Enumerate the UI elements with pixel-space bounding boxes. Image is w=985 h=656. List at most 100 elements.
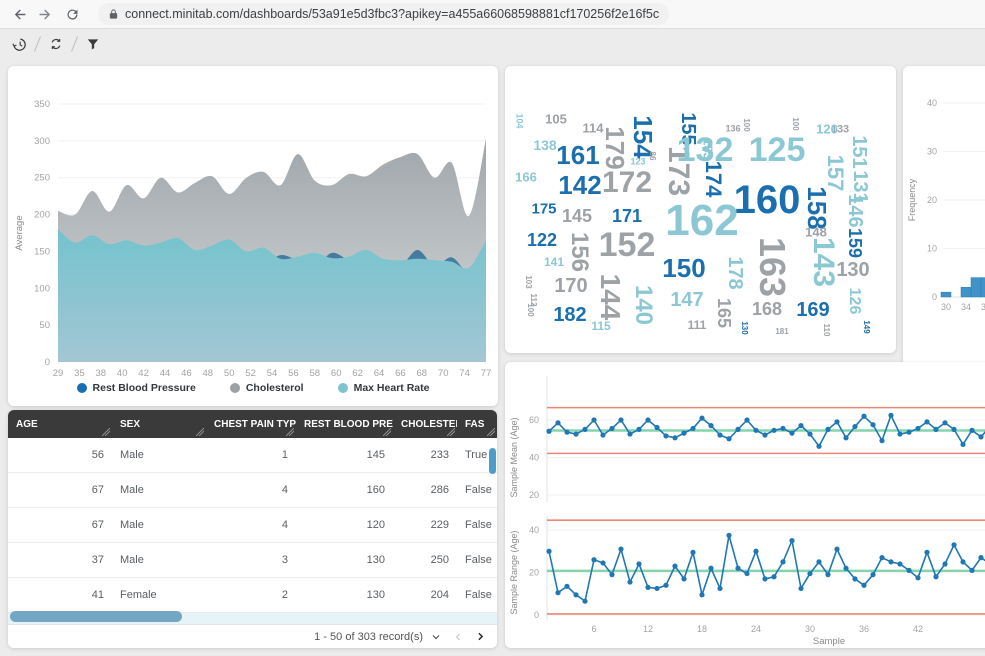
table-cell: Female [120,589,157,601]
svg-text:38: 38 [96,368,107,379]
filter-button[interactable] [82,33,104,55]
table-cell: 1 [281,449,288,461]
cloud-word: 159 [845,227,865,259]
svg-text:20: 20 [529,568,539,578]
table-cell: 250 [430,554,449,566]
cloud-word: 132 [676,131,734,169]
cloud-word: 125 [748,131,806,169]
cloud-word: 152 [598,226,656,264]
table-row[interactable]: 67 Male 4 160 286 False [8,473,497,508]
cloud-word: 169 [796,299,830,321]
cloud-word: 144 [595,273,626,321]
svg-text:Frequency: Frequency [907,178,917,221]
column-header-age[interactable]: AGE [8,410,112,438]
cloud-word: 105 [545,111,567,127]
column-header-fas[interactable]: FAS [457,410,497,438]
back-arrow-icon [14,9,25,19]
table-cell: 37 [91,554,104,566]
cloud-word: 168 [751,299,783,319]
histogram-card: 0 10 20 30 40 Frequency 30 34 38 [903,66,985,380]
legend-label: Max Heart Rate [353,382,430,394]
column-header-chest-pain-type[interactable]: CHEST PAIN TYPE [206,410,296,438]
column-resize-handle[interactable] [447,428,455,436]
svg-text:40: 40 [529,525,539,535]
legend-label: Cholesterol [245,382,304,394]
svg-text:Sample Mean (Age): Sample Mean (Age) [509,417,519,497]
cloud-word: 163 [752,236,793,298]
table-cell: False [465,589,492,601]
table-cell: 67 [91,519,104,531]
column-resize-handle[interactable] [102,428,110,436]
svg-text:60: 60 [529,415,539,425]
table-row[interactable]: 67 Male 4 120 229 False [8,508,497,543]
column-resize-handle[interactable] [487,428,495,436]
column-header-cholesterol[interactable]: CHOLESTEROL [393,410,457,438]
horizontal-scrollbar-thumb[interactable] [10,611,182,622]
column-resize-handle[interactable] [286,428,294,436]
svg-text:30: 30 [927,147,937,157]
svg-text:74: 74 [459,368,470,379]
svg-text:54: 54 [267,368,278,379]
browser-reload-button[interactable] [60,2,84,26]
table-cell: 130 [366,554,385,566]
svg-text:64: 64 [374,368,385,379]
cloud-word: 100 [791,117,800,131]
column-resize-handle[interactable] [196,428,204,436]
cloud-word: 86 [648,151,657,161]
svg-text:77: 77 [481,368,492,379]
cloud-word: 114 [582,120,604,136]
legend-item-cholesterol[interactable]: Cholesterol [229,382,304,394]
legend-item-rest-blood-pressure[interactable]: Rest Blood Pressure [76,382,196,394]
next-page-button[interactable] [471,628,489,646]
svg-text:35: 35 [74,368,85,379]
sync-button[interactable] [45,33,67,55]
prev-page-button[interactable] [449,628,467,646]
svg-text:29: 29 [53,368,64,379]
svg-text:150: 150 [34,246,50,257]
history-icon [11,37,26,51]
cloud-word: 143 [807,236,840,288]
table-cell: 145 [366,449,385,461]
table-row[interactable]: 37 Male 3 130 250 False [8,543,497,578]
cloud-word: 181 [775,327,789,336]
pagination-bar: 1 - 50 of 303 record(s) [8,624,497,648]
table-row[interactable]: 56 Male 1 145 233 True [8,438,497,473]
dashboard-toolbar [0,29,985,59]
column-resize-handle[interactable] [383,428,391,436]
column-header-rest-blood-press[interactable]: REST BLOOD PRESS... [296,410,393,438]
browser-back-button[interactable] [8,2,32,26]
cloud-word: 165 [714,297,734,329]
filter-icon [87,39,99,50]
table-cell: 204 [430,589,449,601]
svg-text:Average: Average [14,215,25,250]
cloud-word: 146 [844,194,866,228]
area-chart-card: 0 50 100 150 200 250 300 350 Average 29 35 38 40 42 44… [8,66,498,406]
table-row[interactable]: 41 Female 2 130 204 False [8,578,497,613]
history-button[interactable] [8,33,30,55]
svg-text:6: 6 [591,624,596,634]
svg-text:Sample: Sample [813,636,845,647]
cloud-word: 161 [556,140,600,170]
table-cell: True [465,449,488,461]
legend-item-max-heart-rate[interactable]: Max Heart Rate [337,382,430,394]
vertical-scrollbar-thumb[interactable] [489,448,496,474]
table-cell: Male [120,554,144,566]
table-cell: Male [120,519,144,531]
column-header-sex[interactable]: SEX [112,410,206,438]
svg-text:30: 30 [941,302,951,312]
svg-text:0: 0 [932,292,937,302]
cloud-word: 147 [670,289,704,311]
table-cell: 41 [91,589,104,601]
cloud-word: 136 [725,123,741,134]
url-bar[interactable]: connect.minitab.com/dashboards/53a91e5d3… [98,3,670,25]
area-chart-svg: 0 50 100 150 200 250 300 350 Average 29 35 38 40 42 44… [14,99,492,379]
page-size-dropdown[interactable] [427,628,445,646]
svg-text:52: 52 [245,368,256,379]
word-cloud: 104 105 114 138 161 179 154 123 86 155 173 153 174 16… [505,66,896,353]
cloud-word: 156 [566,231,593,273]
cloud-word: 103 [524,275,533,289]
sync-icon [51,38,61,50]
svg-text:48: 48 [203,368,214,379]
browser-forward-button[interactable] [32,2,56,26]
svg-text:62: 62 [352,368,363,379]
